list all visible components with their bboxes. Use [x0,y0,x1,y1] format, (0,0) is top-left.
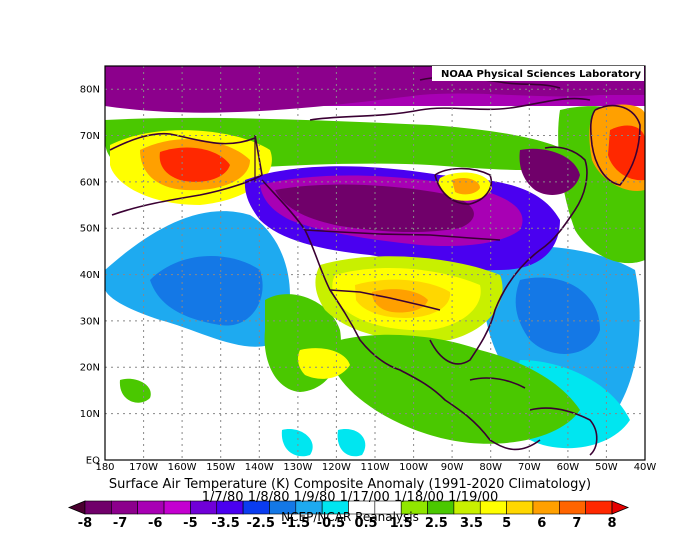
lon-label: 90W [441,462,464,473]
colorbar-tick-label: -2.5 [246,516,274,531]
map-frame [104,65,646,461]
colorbar-tick-label: -8 [78,516,92,531]
lat-label: 60N [80,177,100,188]
lon-label: 130W [283,462,312,473]
colorbar-tick-label: 3.5 [460,516,483,531]
colorbar-tick-label: -6 [148,516,162,531]
map-dates: 1/7/80 1/8/80 1/9/80 1/17/00 1/18/00 1/1… [201,490,499,505]
colorbar-tick-label: 2.5 [425,516,448,531]
map-title: Surface Air Temperature (K) Composite An… [108,477,592,492]
colorbar-arrow-high [611,500,630,515]
lon-label: 140W [245,462,274,473]
lab-label: NOAA Physical Sciences Laboratory [441,69,642,80]
lon-label: 150W [206,462,235,473]
lat-label: 20N [80,363,100,374]
lon-label: 40W [634,462,657,473]
lon-label: 180 [95,462,114,473]
lon-label: 170W [129,462,158,473]
colorbar: -8 -7 -6 -5 -3.5 -2.5 -1.5 -0.5 0.5 1.5 2.5 3.5 5 6 7 8 [67,500,630,531]
lat-label: 40N [80,270,100,281]
map-source: NCEP/NCAR Reanalysis [281,510,419,524]
lab-label-box: NOAA Physical Sciences Laboratory [432,66,644,81]
colorbar-tick-label: -1.5 [282,516,310,531]
colorbar-tick-label: 1.5 [390,516,413,531]
lat-label: 80N [80,85,100,96]
colorbar-tick-label: -7 [113,516,127,531]
colorbar-tick-label: 5 [502,516,511,531]
lon-label: 80W [479,462,502,473]
lon-label: 160W [168,462,197,473]
lat-label: 50N [80,224,100,235]
lon-label: 100W [399,462,428,473]
lon-label: 120W [322,462,351,473]
graticule [105,66,645,460]
lat-label: 10N [80,409,100,420]
lat-label: 70N [80,131,100,142]
lat-label: EQ [86,456,100,467]
lat-label: 30N [80,316,100,327]
lon-label: 60W [557,462,580,473]
colorbar-tick-label: -5 [183,516,197,531]
lat-axis: EQ 10N 20N 30N 40N 50N 60N 70N 80N [80,85,100,467]
lon-label: 50W [595,462,618,473]
colorbar-tick-label: 6 [537,516,546,531]
colorbar-tick-label: 7 [572,516,581,531]
colorbar-tick-label: 8 [607,516,616,531]
colorbar-tick-label: -3.5 [211,516,239,531]
coastlines [109,76,641,456]
colorbar-tick-label: -0.5 [317,516,345,531]
colorbar-tick-label: 0.5 [355,516,378,531]
lon-label: 110W [361,462,390,473]
lon-axis: 180 170W 160W 150W 140W 130W 120W 110W 1… [95,462,656,473]
lon-label: 70W [518,462,541,473]
anomaly-field [105,66,645,460]
